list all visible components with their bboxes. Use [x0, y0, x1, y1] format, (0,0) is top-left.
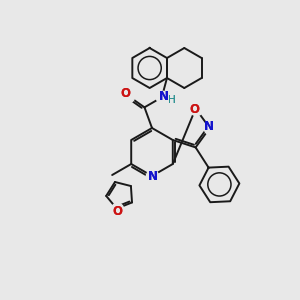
Text: N: N: [159, 90, 169, 103]
Text: N: N: [204, 121, 214, 134]
Text: O: O: [190, 103, 200, 116]
Text: O: O: [113, 205, 123, 218]
Text: N: N: [148, 170, 158, 184]
Text: O: O: [190, 103, 200, 116]
Text: O: O: [120, 87, 130, 101]
Text: H: H: [168, 95, 176, 105]
Text: N: N: [204, 121, 214, 134]
Text: N: N: [159, 90, 169, 103]
Text: H: H: [168, 95, 176, 105]
Text: O: O: [113, 205, 123, 218]
Text: O: O: [120, 87, 130, 101]
Text: N: N: [148, 170, 158, 184]
Text: O: O: [113, 205, 123, 218]
